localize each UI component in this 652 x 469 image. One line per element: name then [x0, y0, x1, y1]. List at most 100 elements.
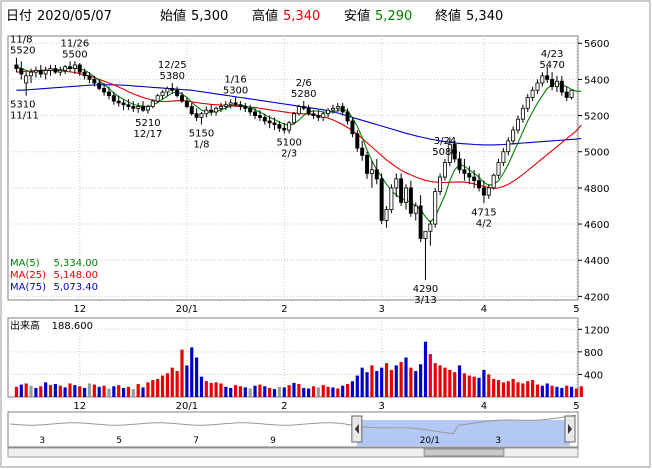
candle-up [442, 162, 447, 178]
volume-bar [151, 380, 155, 397]
volume-bar [428, 354, 432, 397]
candle-up [369, 169, 374, 174]
volume-bar [229, 387, 233, 397]
candle-down [340, 106, 345, 113]
candle-down [379, 178, 384, 221]
volume-bar [569, 386, 574, 397]
volume-bar [350, 381, 355, 397]
volume-bar [277, 386, 281, 397]
y-tick-label: 4800 [584, 184, 609, 195]
candle-up [535, 82, 540, 91]
volume-bar [516, 382, 520, 397]
candle-up [58, 69, 63, 73]
volume-bar [78, 386, 82, 397]
candle-up [165, 88, 170, 93]
volume-bar [341, 385, 345, 397]
low-value: 5,290 [375, 9, 413, 24]
price-annotation: 4/2 [476, 218, 492, 229]
candle-down [477, 180, 482, 189]
scroll-handle-right-icon[interactable] [564, 415, 576, 443]
volume-bar [19, 384, 23, 397]
candle-up [486, 187, 491, 196]
volume-bar [63, 387, 67, 397]
price-annotation: 4715 [471, 207, 496, 218]
volume-bar [24, 383, 28, 397]
candle-down [457, 158, 462, 171]
candle-up [438, 176, 443, 192]
candle-up [223, 104, 228, 107]
candle-down [111, 95, 116, 102]
volume-bar [195, 357, 199, 397]
candle-up [326, 109, 331, 115]
candle-up [413, 205, 418, 214]
navigator-scroll-thumb[interactable] [423, 448, 505, 457]
price-header: 日付 2020/05/07 始値 5,300 高値 5,340 安値 5,290 終値 5… [0, 0, 652, 34]
volume-bar [389, 369, 393, 397]
volume-x-tick-label: 3 [378, 401, 384, 412]
volume-tick-label: 1200 [584, 325, 609, 336]
candle-down [180, 95, 184, 102]
candle-up [404, 187, 408, 203]
scroll-handle-left-icon[interactable] [351, 415, 363, 443]
volume-bar [258, 384, 262, 397]
candle-down [238, 104, 243, 107]
candle-up [569, 89, 574, 98]
candle-down [19, 68, 24, 75]
volume-bar [370, 365, 374, 397]
x-tick-label: 4 [481, 304, 487, 315]
y-tick-label: 5000 [584, 148, 609, 159]
volume-legend-bg [9, 319, 95, 331]
volume-bar [131, 389, 135, 397]
volume-bar [112, 386, 116, 397]
price-annotation: 5470 [539, 60, 564, 71]
candle-down [311, 113, 316, 116]
candle-up [155, 95, 160, 102]
date-field: 日付 2020/05/07 [6, 6, 112, 28]
candle-down [209, 109, 214, 113]
volume-bar [253, 385, 257, 397]
candle-down [253, 111, 258, 116]
candle-up [199, 113, 204, 118]
candle-down [77, 64, 82, 73]
candle-up [72, 64, 77, 69]
ma-legend-value: 5,148.00 [53, 270, 98, 281]
volume-bar [535, 384, 540, 397]
candle-down [272, 122, 277, 126]
volume-bar [214, 382, 218, 397]
candle-down [545, 75, 550, 80]
volume-legend-label: 出来高 [10, 319, 40, 332]
candle-up [520, 107, 525, 120]
price-annotation: 5520 [10, 46, 35, 57]
candle-down [452, 144, 457, 160]
candle-down [102, 88, 107, 93]
candle-up [330, 107, 335, 111]
price-annotation: 5310 [10, 100, 35, 111]
candle-up [145, 106, 150, 111]
volume-bar [302, 387, 306, 397]
candle-up [428, 223, 433, 232]
volume-bar [29, 385, 33, 397]
candle-up [136, 106, 141, 109]
volume-bar [292, 382, 296, 397]
open-field: 始値 5,300 [160, 6, 228, 28]
volume-bar [141, 387, 145, 397]
candle-down [408, 187, 413, 214]
candle-down [267, 120, 272, 124]
close-field: 終値 5,340 [435, 6, 503, 28]
candle-up [296, 106, 301, 115]
volume-bar [565, 385, 569, 397]
candle-up [554, 80, 559, 88]
volume-tick-label: 800 [584, 348, 603, 359]
price-annotation: 1/16 [224, 74, 246, 85]
candle-down [68, 66, 72, 69]
volume-bar [53, 384, 57, 397]
y-tick-label: 5600 [584, 39, 609, 50]
candle-down [121, 102, 126, 106]
volume-bar [87, 383, 92, 397]
price-annotation: 1/8 [193, 140, 209, 151]
candle-down [106, 91, 111, 97]
candle-down [131, 106, 136, 109]
candle-up [63, 66, 68, 71]
volume-bar [574, 388, 579, 397]
volume-bar [238, 386, 243, 397]
